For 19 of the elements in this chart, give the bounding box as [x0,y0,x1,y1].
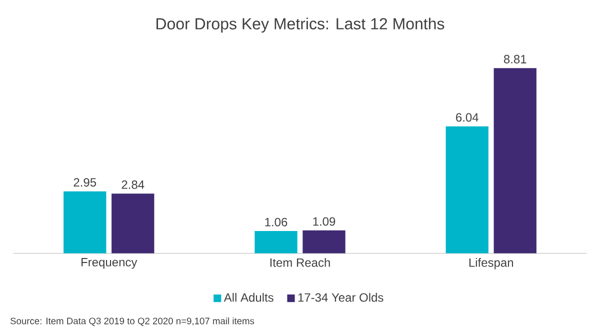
bar [112,194,154,254]
data-label: 1.06 [265,218,288,226]
bar [254,231,298,254]
x-tick-label: Lifespan [469,258,514,270]
bar [302,230,346,254]
data-label: 1.09 [313,217,336,226]
x-tick-label: Frequency [82,258,138,269]
chart-title: Door Drops Key Metrics: Last 12 Months [156,18,444,33]
data-label: 2.84 [122,180,144,189]
data-label: 2.95 [74,178,96,187]
bar [494,68,536,254]
bar [446,126,488,254]
x-tick-label: Item Reach [270,258,330,267]
legend-label: 17-34 Year Olds [298,292,384,302]
data-label: 8.81 [504,54,526,64]
legend-label: All Adults [224,292,274,302]
source-note: Source: Item Data Q3 2019 to Q2 2020 n=9,107 mail items [10,317,254,326]
data-label: 6.04 [456,113,478,122]
bar [64,191,106,254]
